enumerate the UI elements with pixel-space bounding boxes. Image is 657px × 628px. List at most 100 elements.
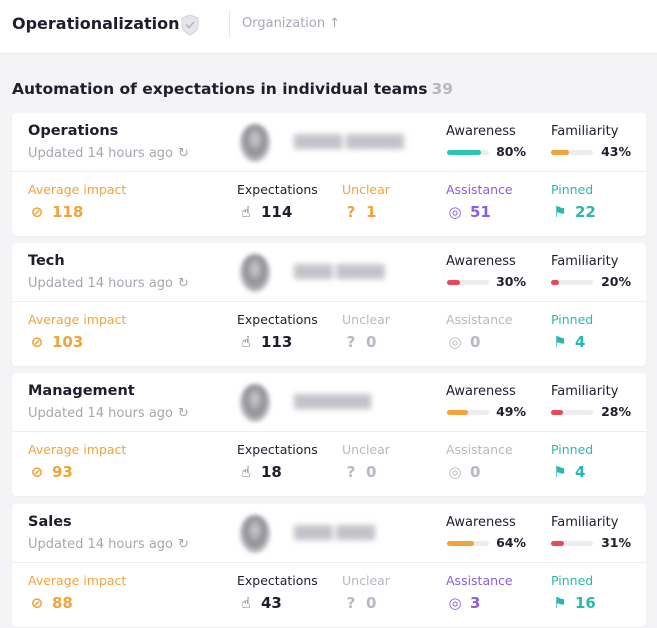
assistance-value[interactable]: ◎ 51 bbox=[446, 203, 491, 221]
awareness-percent: 49% bbox=[496, 404, 526, 419]
avatar bbox=[240, 254, 270, 292]
assistance-label: Assistance bbox=[446, 573, 513, 588]
pinned-count: 4 bbox=[575, 463, 586, 481]
familiarity-bar-fill bbox=[551, 541, 565, 546]
average-impact-label: Average impact bbox=[28, 182, 127, 197]
familiarity-percent: 28% bbox=[601, 404, 631, 419]
familiarity-bar-fill bbox=[551, 150, 570, 155]
unclear-count: 0 bbox=[366, 463, 377, 481]
average-impact-label: Average impact bbox=[28, 442, 127, 457]
team-name[interactable]: Management bbox=[28, 383, 135, 399]
unclear-label: Unclear bbox=[342, 573, 390, 588]
assistance-count: 0 bbox=[470, 333, 481, 351]
pinned-value[interactable]: ⚑ 4 bbox=[551, 463, 585, 481]
unclear-label: Unclear bbox=[342, 182, 390, 197]
familiarity-label: Familiarity bbox=[551, 384, 619, 399]
unclear-value[interactable]: ? 0 bbox=[342, 333, 377, 351]
expectations-value[interactable]: ☝ 114 bbox=[237, 203, 292, 221]
organization-sort-button[interactable]: Organization ↑ bbox=[242, 16, 340, 31]
pinned-value[interactable]: ⚑ 16 bbox=[551, 594, 596, 612]
familiarity-percent: 20% bbox=[601, 274, 631, 289]
team-name[interactable]: Operations bbox=[28, 123, 119, 139]
unclear-label: Unclear bbox=[342, 442, 390, 457]
header-divider bbox=[229, 10, 230, 38]
refresh-icon[interactable]: ↻ bbox=[178, 537, 189, 552]
pin-icon: ⚑ bbox=[553, 333, 567, 351]
lifebuoy-icon: ◎ bbox=[448, 333, 462, 351]
assistance-count: 0 bbox=[470, 463, 481, 481]
awareness-percent: 30% bbox=[496, 274, 526, 289]
updated-status: Updated 14 hours ago ↻ bbox=[28, 276, 189, 291]
team-card[interactable]: Management Updated 14 hours ago ↻ ████████ A… bbox=[12, 373, 646, 496]
average-impact-label: Average impact bbox=[28, 573, 127, 588]
average-impact-value: ⊘ 118 bbox=[28, 203, 84, 221]
unclear-count: 1 bbox=[366, 203, 377, 221]
expectations-value[interactable]: ☝ 113 bbox=[237, 333, 292, 351]
team-name[interactable]: Tech bbox=[28, 253, 65, 269]
shield-check-icon bbox=[181, 14, 199, 36]
assistance-count: 3 bbox=[470, 594, 481, 612]
expectations-count: 114 bbox=[261, 203, 293, 221]
updated-status: Updated 14 hours ago ↻ bbox=[28, 146, 189, 161]
team-lead-name: ████ ████ bbox=[294, 525, 375, 540]
team-card-header: Tech Updated 14 hours ago ↻ ████ █████ Aware… bbox=[12, 243, 646, 302]
familiarity-label: Familiarity bbox=[551, 124, 619, 139]
familiarity-bar bbox=[551, 410, 593, 415]
refresh-icon[interactable]: ↻ bbox=[178, 276, 189, 291]
refresh-icon[interactable]: ↻ bbox=[178, 146, 189, 161]
team-name[interactable]: Sales bbox=[28, 514, 72, 530]
team-card-stats: Average impact ⊘ 93 Expectations ☝ 18 Unclear?… bbox=[12, 433, 646, 496]
assistance-count: 51 bbox=[470, 203, 491, 221]
unclear-label: Unclear bbox=[342, 312, 390, 327]
unclear-count: 0 bbox=[366, 333, 377, 351]
team-count: 39 bbox=[431, 80, 454, 98]
question-icon: ? bbox=[346, 333, 356, 351]
question-icon: ? bbox=[346, 463, 356, 481]
familiarity-label: Familiarity bbox=[551, 254, 619, 269]
team-card[interactable]: Operations Updated 14 hours ago ↻ █████ ███… bbox=[12, 113, 646, 236]
thumbs-up-icon: ☝ bbox=[241, 463, 251, 481]
refresh-icon[interactable]: ↻ bbox=[178, 406, 189, 421]
assistance-label: Assistance bbox=[446, 442, 513, 457]
unclear-value[interactable]: ? 0 bbox=[342, 463, 377, 481]
expectations-value[interactable]: ☝ 18 bbox=[237, 463, 281, 481]
thumbs-up-icon: ☝ bbox=[241, 594, 251, 612]
average-impact-count: 118 bbox=[52, 203, 84, 221]
top-bar: Operationalization Organization ↑ bbox=[0, 0, 657, 54]
awareness-label: Awareness bbox=[446, 515, 516, 530]
unclear-value[interactable]: ? 1 bbox=[342, 203, 377, 221]
awareness-bar-fill bbox=[447, 150, 481, 155]
expectations-value[interactable]: ☝ 43 bbox=[237, 594, 282, 612]
pin-icon: ⚑ bbox=[553, 594, 567, 612]
expectations-count: 43 bbox=[261, 594, 282, 612]
average-impact-count: 88 bbox=[52, 594, 73, 612]
awareness-bar bbox=[447, 150, 489, 155]
team-lead-name: ████████ bbox=[294, 394, 371, 409]
unclear-count: 0 bbox=[366, 594, 377, 612]
pinned-label: Pinned bbox=[551, 182, 594, 197]
team-card-stats: Average impact ⊘ 88 Expectations ☝ 43 Unclear?… bbox=[12, 564, 646, 627]
avatar bbox=[240, 515, 270, 553]
awareness-bar-fill bbox=[447, 541, 474, 546]
pinned-value[interactable]: ⚑ 4 bbox=[551, 333, 585, 351]
lifebuoy-icon: ◎ bbox=[448, 203, 462, 221]
thumbs-up-icon: ☝ bbox=[241, 203, 251, 221]
awareness-bar bbox=[447, 280, 489, 285]
assistance-value[interactable]: ◎ 0 bbox=[446, 333, 480, 351]
assistance-value[interactable]: ◎ 0 bbox=[446, 463, 480, 481]
unclear-value[interactable]: ? 0 bbox=[342, 594, 377, 612]
familiarity-bar bbox=[551, 150, 593, 155]
organization-label: Organization bbox=[242, 16, 326, 31]
average-impact-count: 103 bbox=[52, 333, 84, 351]
question-icon: ? bbox=[346, 203, 356, 221]
awareness-percent: 80% bbox=[496, 144, 526, 159]
pinned-value[interactable]: ⚑ 22 bbox=[551, 203, 596, 221]
familiarity-label: Familiarity bbox=[551, 515, 619, 530]
team-card[interactable]: Tech Updated 14 hours ago ↻ ████ █████ Aware… bbox=[12, 243, 646, 366]
pinned-count: 16 bbox=[575, 594, 596, 612]
avatar bbox=[240, 124, 270, 162]
average-impact-count: 93 bbox=[52, 463, 73, 481]
team-card[interactable]: Sales Updated 14 hours ago ↻ ████ ████ Aware… bbox=[12, 504, 646, 627]
assistance-value[interactable]: ◎ 3 bbox=[446, 594, 480, 612]
pinned-label: Pinned bbox=[551, 573, 594, 588]
